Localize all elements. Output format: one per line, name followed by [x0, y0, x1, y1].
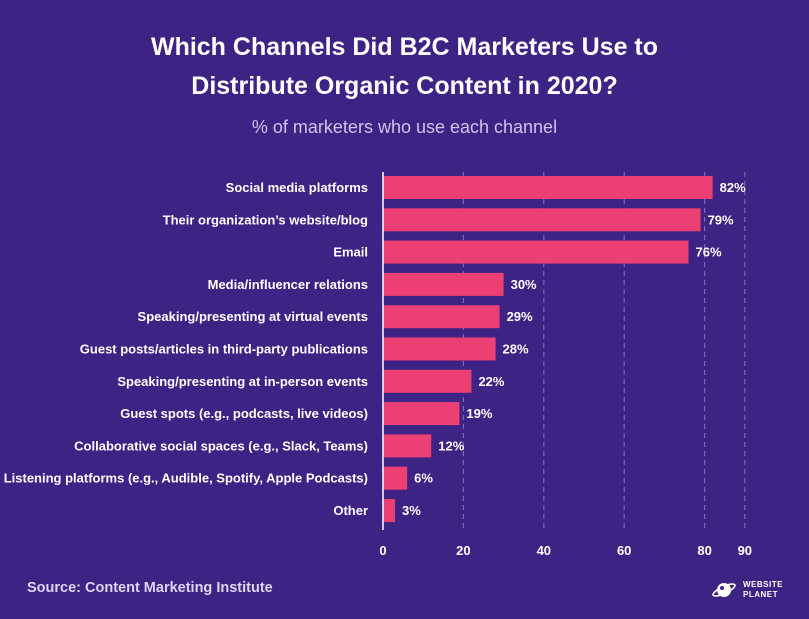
category-label: Collaborative social spaces (e.g., Slack…: [74, 438, 368, 453]
category-label: Email: [333, 245, 368, 260]
x-tick-label: 80: [697, 543, 711, 558]
category-label: Media/influencer relations: [208, 277, 368, 292]
value-label: 6%: [414, 471, 433, 486]
category-label: Their organization’s website/blog: [163, 212, 368, 227]
logo-line-2: PLANET: [743, 590, 778, 599]
bar: [383, 176, 713, 199]
value-label: 3%: [402, 503, 421, 518]
chart-title-line-1: Which Channels Did B2C Marketers Use to: [150, 33, 659, 61]
value-label: 28%: [503, 342, 529, 357]
bar: [383, 369, 472, 393]
bar: [383, 499, 396, 522]
value-label: 12%: [438, 438, 464, 453]
value-label: 82%: [720, 180, 746, 195]
x-tick-label: 20: [456, 543, 470, 558]
category-label: Guest spots (e.g., podcasts, live videos…: [120, 406, 368, 421]
bar: [383, 466, 408, 490]
chart-subtitle: % of marketers who use each channel: [251, 117, 558, 137]
x-tick-label: 60: [617, 543, 631, 558]
value-label: 30%: [511, 277, 537, 292]
source-note: Source: Content Marketing Institute: [27, 580, 273, 596]
bar: [383, 208, 701, 232]
chart-title-line-2: Distribute Organic Content in 2020?: [191, 72, 618, 100]
bar: [383, 272, 504, 296]
x-tick-label: 90: [738, 543, 752, 558]
website-planet-logo: WEBSITE PLANET: [712, 580, 783, 600]
bar: [383, 402, 460, 426]
planet-icon: [712, 583, 736, 597]
logo-line-1: WEBSITE: [743, 580, 783, 589]
x-tick-label: 0: [379, 543, 386, 558]
value-label: 19%: [466, 406, 492, 421]
category-label: Guest posts/articles in third-party publ…: [80, 342, 368, 357]
category-label: Other: [333, 503, 368, 518]
chart-title: Which Channels Did B2C Marketers Use to …: [0, 28, 809, 106]
category-label: Speaking/presenting at virtual events: [138, 309, 368, 324]
category-label: Speaking/presenting at in-person events: [117, 374, 368, 389]
value-label: 29%: [507, 309, 533, 324]
bar: [383, 240, 689, 264]
value-label: 22%: [478, 374, 504, 389]
value-label: 76%: [696, 245, 722, 260]
bar: [383, 434, 432, 458]
x-tick-label: 40: [537, 543, 551, 558]
bar: [383, 337, 496, 361]
bar: [383, 305, 500, 329]
value-label: 79%: [708, 212, 734, 227]
category-label: Social media platforms: [226, 180, 368, 195]
category-label: Listening platforms (e.g., Audible, Spot…: [4, 471, 368, 486]
